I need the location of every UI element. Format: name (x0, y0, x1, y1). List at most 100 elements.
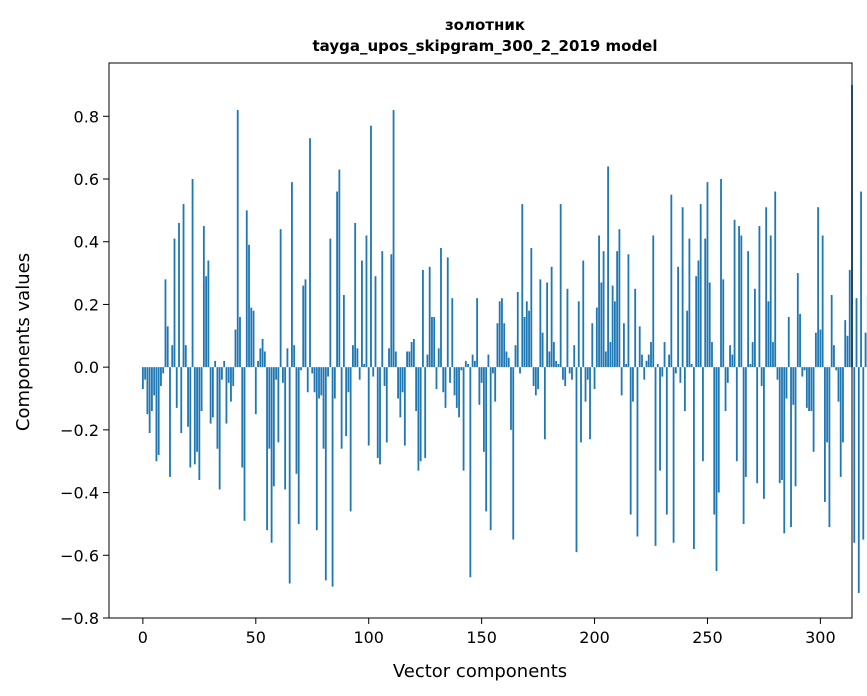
bar (284, 367, 287, 490)
bar (731, 354, 734, 368)
bar (381, 251, 384, 368)
x-tick-label: 300 (805, 628, 836, 647)
bar (182, 204, 185, 368)
y-axis-ticks: −0.8 −0.6 −0.4 −0.2 0.0 0.2 0.4 0.6 0.8 (60, 107, 109, 628)
y-tick-label: −0.6 (60, 546, 99, 565)
bar (607, 166, 609, 368)
bar (616, 251, 619, 368)
bar (392, 110, 395, 368)
x-tick-label: 200 (579, 628, 610, 647)
bar (781, 367, 783, 481)
bar (792, 367, 795, 405)
y-tick-label: −0.8 (60, 609, 99, 628)
bar (571, 367, 573, 380)
bar (521, 204, 524, 368)
bar (193, 367, 196, 465)
bar (207, 260, 210, 368)
bar (573, 345, 576, 368)
bar (778, 367, 781, 484)
bar (688, 238, 691, 368)
bar (230, 367, 232, 402)
bar (652, 235, 655, 368)
bar (227, 367, 230, 383)
bar (799, 313, 801, 368)
bar (363, 364, 366, 368)
bar (173, 238, 176, 368)
bar (776, 367, 779, 380)
bar (763, 367, 765, 499)
x-axis-label: Vector components (393, 661, 567, 682)
bar (162, 367, 165, 374)
bar (661, 367, 664, 377)
bar (388, 348, 390, 368)
bar (749, 364, 752, 368)
bar (706, 182, 709, 368)
bar (717, 367, 720, 493)
bar (693, 367, 695, 550)
bar (824, 367, 826, 502)
bar (157, 367, 160, 455)
bar (577, 301, 580, 368)
bar (482, 367, 485, 452)
bar (431, 316, 433, 368)
bar (225, 367, 228, 424)
bar (609, 342, 612, 368)
bar (263, 351, 266, 368)
bar (591, 323, 594, 368)
bar (559, 204, 562, 368)
bar (564, 367, 567, 386)
bar (627, 254, 630, 368)
bar (175, 367, 178, 408)
bar (478, 367, 481, 405)
bar (458, 367, 460, 418)
bar (347, 367, 350, 393)
bar (435, 367, 438, 390)
bar (665, 367, 668, 515)
bar (715, 367, 718, 571)
bar (324, 367, 327, 581)
bar (548, 351, 551, 368)
bar (187, 367, 189, 427)
bar (668, 354, 670, 368)
bar (467, 364, 469, 368)
bar (735, 367, 738, 462)
bar (528, 310, 530, 368)
bar (510, 367, 512, 430)
bar (144, 367, 147, 380)
x-tick-label: 150 (466, 628, 497, 647)
bar (783, 367, 786, 534)
bar (239, 316, 241, 368)
bar (449, 367, 451, 383)
bar (476, 298, 479, 368)
bar (647, 354, 650, 368)
bar (595, 307, 598, 368)
bar (753, 288, 756, 368)
bar (546, 282, 549, 368)
bar (205, 276, 208, 368)
bar (209, 367, 212, 424)
bar (148, 367, 151, 433)
bar (451, 298, 454, 368)
bar (248, 244, 250, 368)
y-tick-label: 0.4 (74, 233, 99, 252)
bar (293, 345, 296, 368)
bar (315, 367, 318, 531)
bar (632, 367, 634, 402)
bar (704, 238, 707, 368)
bar (214, 360, 217, 368)
bar (218, 367, 221, 490)
bar (532, 367, 535, 386)
bar (839, 367, 842, 477)
bars-group (141, 84, 867, 593)
bar (724, 367, 727, 412)
plot-area (109, 63, 852, 618)
bar (322, 367, 325, 449)
bar (356, 348, 359, 368)
bar (837, 367, 840, 402)
bar (819, 329, 822, 368)
chart-subtitle: tayga_upos_skipgram_300_2_2019 model (313, 37, 658, 55)
bar (428, 266, 431, 368)
bar (625, 364, 628, 368)
bar (487, 354, 490, 368)
bar (600, 282, 603, 368)
